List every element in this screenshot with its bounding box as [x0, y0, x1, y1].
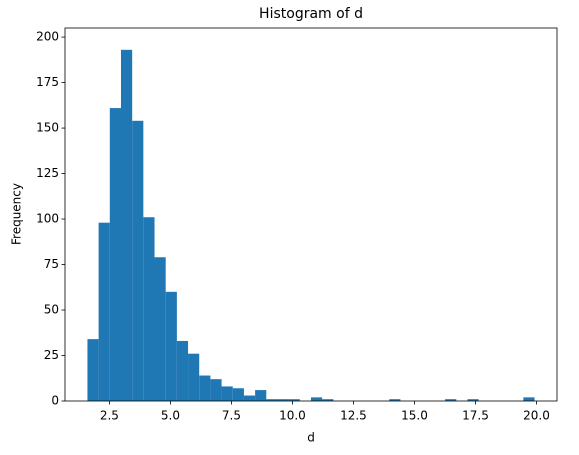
y-tick-label: 100 [36, 212, 59, 226]
chart-title: Histogram of d [259, 6, 363, 22]
y-tick-label: 75 [44, 257, 59, 271]
x-tick-label: 12.5 [340, 409, 367, 423]
y-axis-label: Frequency [10, 183, 24, 245]
x-tick-label: 17.5 [462, 409, 489, 423]
bar [445, 399, 457, 401]
bar [232, 388, 244, 401]
y-tick-label: 50 [44, 303, 59, 317]
bar [221, 386, 233, 401]
bar [277, 399, 289, 401]
y-tick-label: 25 [44, 348, 59, 362]
bar [188, 353, 200, 401]
x-tick-label: 5.0 [161, 409, 180, 423]
bar [176, 340, 189, 401]
bar [154, 257, 166, 401]
bar [143, 217, 155, 401]
x-tick-label: 10.0 [279, 409, 306, 423]
bar [266, 399, 278, 401]
bar [243, 395, 256, 401]
bar [322, 399, 334, 401]
bar [255, 390, 267, 401]
bar [98, 222, 110, 401]
y-tick-label: 125 [36, 166, 59, 180]
plot-area [87, 49, 535, 402]
x-tick-label: 2.5 [100, 409, 119, 423]
bar [109, 108, 121, 401]
bar [467, 399, 479, 401]
x-tick-label: 20.0 [523, 409, 550, 423]
y-tick-label: 0 [51, 394, 59, 408]
bar [389, 399, 401, 401]
bar [523, 397, 535, 401]
bar [165, 291, 177, 401]
bar [120, 49, 133, 402]
axes-frame [64, 27, 558, 402]
bar [210, 379, 222, 401]
y-tick-label: 175 [36, 75, 59, 89]
bar [87, 339, 99, 401]
x-tick-label: 15.0 [401, 409, 428, 423]
bar [288, 399, 300, 401]
bar [132, 120, 144, 402]
y-tick-label: 200 [36, 30, 59, 44]
x-tick-label: 7.5 [222, 409, 241, 423]
y-tick-label: 150 [36, 121, 59, 135]
bar [311, 397, 323, 401]
bar [199, 375, 211, 401]
x-axis-label: d [307, 431, 315, 445]
